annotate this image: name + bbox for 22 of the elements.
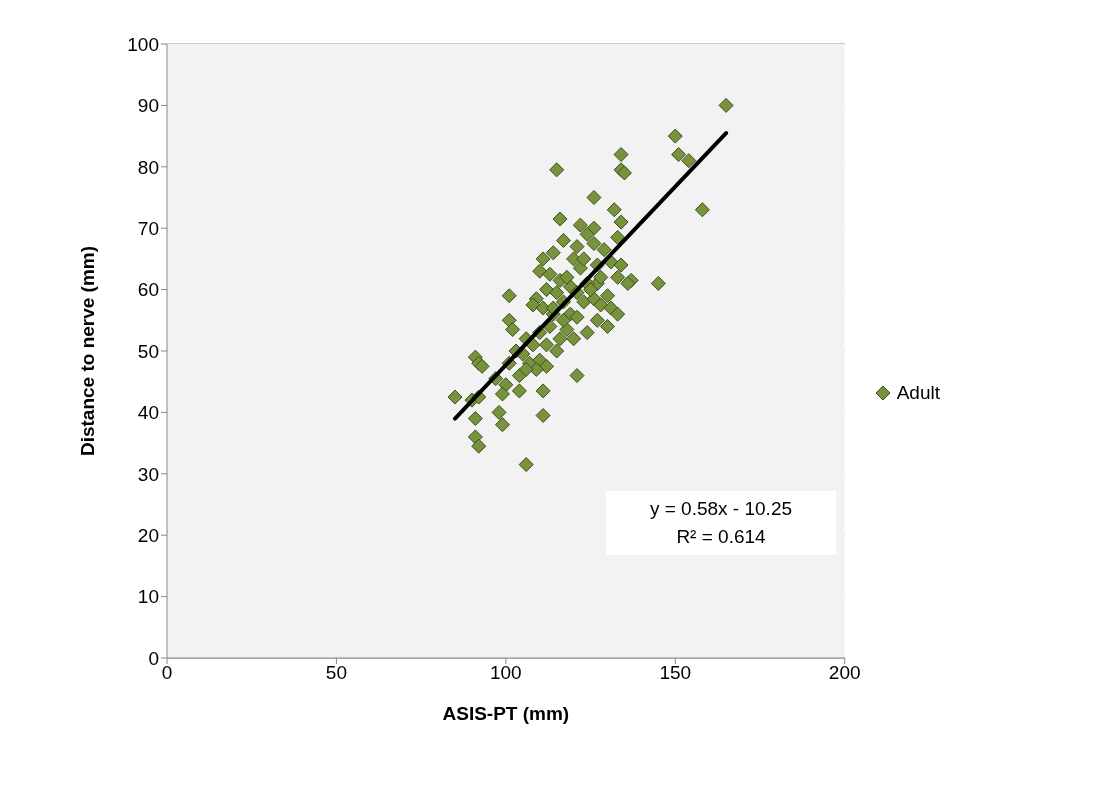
y-tick-label: 90	[137, 95, 159, 117]
x-tick-label: 150	[659, 662, 692, 684]
equation-box: y = 0.58x - 10.25 R² = 0.614	[606, 491, 836, 555]
y-tick-label: 40	[137, 402, 159, 424]
y-tick-label: 10	[137, 586, 159, 608]
y-tick-label: 0	[148, 647, 159, 669]
y-tick-label: 70	[137, 217, 159, 239]
y-axis-title: Distance to nerve (mm)	[76, 245, 98, 457]
y-tick-label: 80	[137, 156, 159, 178]
y-tick-label: 60	[137, 279, 159, 301]
x-tick-label: 50	[325, 662, 347, 684]
annotation: R² = 0.614	[675, 525, 767, 549]
y-tick-label: 20	[137, 524, 159, 546]
x-tick-label: 100	[489, 662, 522, 684]
x-axis-title: ASIS-PT (mm)	[442, 703, 570, 724]
x-tick-label: 200	[828, 662, 861, 684]
y-tick-label: 100	[127, 33, 159, 55]
annotation: y = 0.58x - 10.25	[648, 497, 794, 521]
y-tick-label: 50	[137, 340, 159, 362]
x-tick-label: 0	[161, 662, 173, 684]
legend-label: Adult	[895, 382, 940, 404]
y-tick-label: 30	[137, 463, 159, 485]
